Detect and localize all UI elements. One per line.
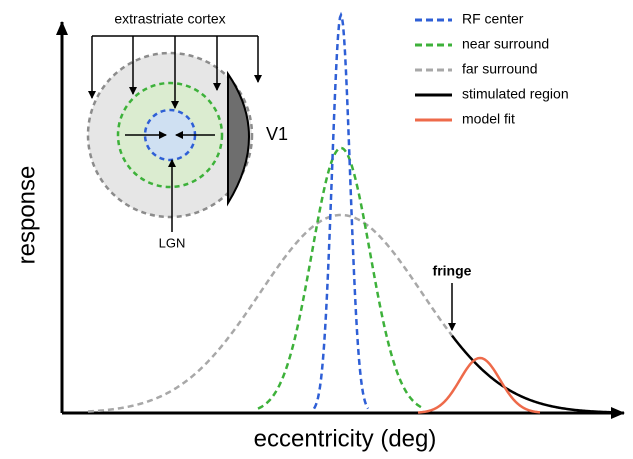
curves — [87, 11, 613, 414]
annotation: fringe — [433, 263, 472, 279]
legend-label: far surround — [462, 61, 537, 77]
y-axis-label: response — [13, 166, 40, 265]
legend-label: model fit — [462, 111, 515, 127]
stimulated-region-curve — [451, 334, 613, 414]
extrastriate-label: extrastriate cortex — [114, 11, 225, 27]
lgn-label: LGN — [159, 235, 186, 250]
near-surround-curve — [257, 146, 425, 410]
model-fit-curve — [417, 356, 541, 414]
legend-label: near surround — [462, 36, 549, 52]
v1-region — [227, 70, 250, 207]
inset: V1 extrastriate cortex LGN — [86, 11, 288, 250]
legend: RF center near surround far surround sti… — [415, 11, 569, 127]
v1-label: V1 — [266, 124, 288, 144]
legend-label: RF center — [462, 11, 524, 27]
far-surround-curve — [87, 213, 453, 413]
rf-center-curve — [312, 11, 370, 410]
x-axis-label: eccentricity (deg) — [254, 425, 437, 452]
legend-label: stimulated region — [462, 86, 569, 102]
